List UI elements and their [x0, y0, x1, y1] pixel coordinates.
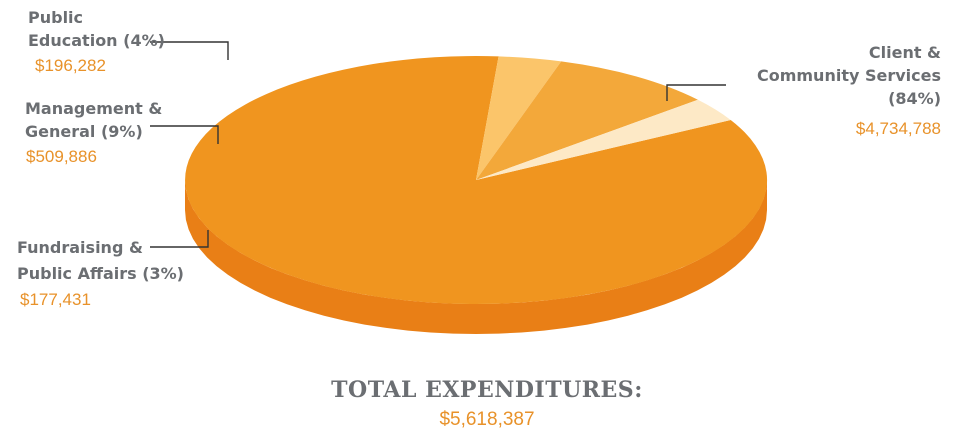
slice-side-client-community-services — [185, 180, 767, 334]
leader-line-management — [150, 125, 219, 144]
total-expenditures-title: TOTAL EXPENDITURES: — [331, 377, 643, 403]
leader-line-client — [666, 84, 726, 101]
slice-label-fundraising-line2: Public Affairs (3%) — [17, 264, 184, 283]
slice-label-management-line1: Management & — [25, 99, 162, 118]
slice-amount-fundraising: $177,431 — [20, 290, 91, 309]
slice-label-public-education-line2: Education (4%) — [28, 31, 165, 50]
slice-label-client-line2: Community Services — [757, 66, 941, 85]
slice-label-fundraising-line1: Fundraising & — [17, 238, 143, 257]
leader-line-fundraising — [150, 230, 209, 248]
slice-top-fundraising-public-affairs — [476, 99, 731, 180]
pie-3d — [185, 56, 768, 334]
total-expenditures-amount: $5,618,387 — [439, 409, 534, 430]
slice-label-public-education-line1: Public — [28, 8, 83, 27]
slice-top-management-general — [476, 61, 698, 180]
leader-line-public-education — [150, 41, 229, 60]
slice-amount-public-education: $196,282 — [35, 56, 106, 75]
slice-amount-management: $509,886 — [26, 147, 97, 166]
slice-label-client-line3: (84%) — [888, 89, 941, 108]
slice-top-client-community-services — [185, 56, 768, 305]
slice-top-public-education — [476, 56, 562, 180]
slice-label-client-line1: Client & — [869, 43, 941, 62]
slice-amount-client: $4,734,788 — [856, 119, 941, 138]
slice-label-management-line2: General (9%) — [25, 122, 143, 141]
